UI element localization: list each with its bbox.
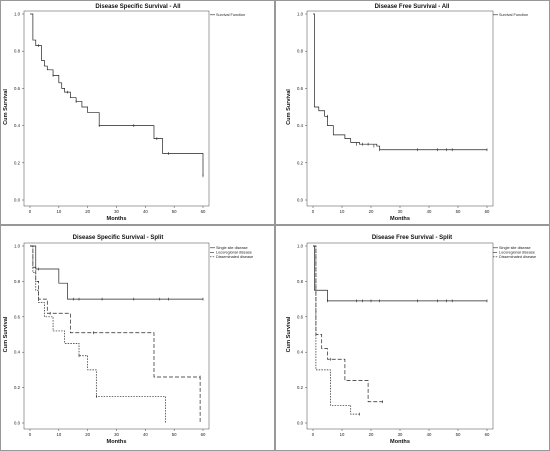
- x-tick-label: 30: [114, 432, 119, 437]
- survival-curve-3: [313, 245, 360, 415]
- chart-title: Disease Free Survival - All: [375, 4, 450, 10]
- x-tick-label: 10: [340, 432, 345, 437]
- x-tick-label: 40: [427, 209, 432, 214]
- x-axis-label: Months: [390, 439, 410, 445]
- x-axis-label: Months: [390, 216, 410, 222]
- legend-label: Single site disease: [499, 246, 531, 250]
- x-tick-label: 30: [114, 209, 119, 214]
- y-tick-label: 1.0: [14, 12, 21, 17]
- survival-curve-3: [30, 245, 166, 423]
- y-tick-label: 0.2: [14, 385, 21, 390]
- y-axis-label: Cum Survival: [286, 316, 292, 352]
- survival-curve-2: [313, 245, 383, 403]
- y-tick-label: 1.0: [14, 244, 21, 249]
- y-tick-label: 0.6: [297, 86, 304, 91]
- x-tick-label: 50: [172, 209, 177, 214]
- survival-curve-1: [30, 245, 203, 300]
- y-tick-label: 0.6: [14, 314, 21, 319]
- legend-label: Single site disease: [216, 246, 248, 250]
- y-axis-label: Cum Survival: [3, 89, 9, 125]
- chart-title: Disease Free Survival - Split: [372, 235, 452, 241]
- x-tick-label: 0: [29, 432, 32, 437]
- legend-label: Disseminated disease: [499, 255, 536, 259]
- legend-label: Survival Function: [499, 13, 528, 17]
- y-tick-label: 0.6: [14, 86, 21, 91]
- plot-area: [23, 242, 210, 430]
- y-tick-label: 0.8: [297, 49, 304, 54]
- x-tick-label: 0: [312, 209, 315, 214]
- chart-title: Disease Specific Survival - Split: [73, 235, 164, 241]
- x-tick-label: 50: [172, 432, 177, 437]
- plot-area: [306, 10, 494, 207]
- panel-frame: [275, 0, 550, 225]
- survival-curve-1: [313, 13, 487, 151]
- y-tick-label: 0.0: [14, 421, 21, 426]
- chart-panel-1: Disease Specific Survival - All 0.0 0.2 0.4…: [0, 0, 275, 225]
- x-tick-label: 20: [369, 432, 374, 437]
- y-tick-label: 1.0: [297, 12, 304, 17]
- survival-curve-1: [30, 13, 204, 176]
- x-tick-label: 0: [29, 209, 32, 214]
- x-tick-label: 20: [85, 432, 90, 437]
- x-tick-label: 10: [340, 209, 345, 214]
- x-tick-label: 10: [56, 209, 61, 214]
- x-tick-label: 60: [201, 432, 206, 437]
- x-tick-label: 60: [485, 209, 490, 214]
- chart-panel-4: Disease Free Survival - Split 0.0 0.2 0.4 0.…: [275, 225, 550, 451]
- x-tick-label: 40: [143, 209, 148, 214]
- y-tick-label: 0.2: [297, 160, 304, 165]
- plot-area: [306, 242, 494, 430]
- x-tick-label: 0: [312, 432, 315, 437]
- y-tick-label: 0.4: [297, 123, 304, 128]
- x-tick-label: 40: [143, 432, 148, 437]
- y-tick-label: 0.0: [14, 198, 21, 203]
- y-tick-label: 0.0: [297, 421, 304, 426]
- x-axis-label: Months: [107, 439, 127, 445]
- panel-frame: [0, 225, 275, 451]
- x-tick-label: 60: [485, 432, 490, 437]
- y-tick-label: 0.2: [297, 385, 304, 390]
- y-tick-label: 0.8: [297, 279, 304, 284]
- y-axis-label: Cum Survival: [286, 89, 292, 125]
- x-tick-label: 30: [398, 209, 403, 214]
- x-tick-label: 20: [85, 209, 90, 214]
- y-axis-label: Cum Survival: [3, 316, 9, 352]
- x-tick-label: 20: [369, 209, 374, 214]
- x-tick-label: 10: [56, 432, 61, 437]
- x-tick-label: 50: [456, 209, 461, 214]
- y-tick-label: 0.4: [14, 350, 21, 355]
- y-tick-label: 0.4: [297, 350, 304, 355]
- legend-label: Disseminated disease: [216, 255, 253, 259]
- chart-panel-2: Disease Free Survival - All 0.0 0.2 0.4 0.6 0…: [275, 0, 550, 225]
- x-axis-label: Months: [107, 216, 127, 222]
- y-tick-label: 0.0: [297, 198, 304, 203]
- legend-label: Locoregional disease: [216, 251, 252, 255]
- x-tick-label: 40: [427, 432, 432, 437]
- survival-curve-2: [30, 245, 201, 423]
- plot-area: [23, 10, 210, 207]
- y-tick-label: 0.8: [14, 279, 21, 284]
- panel-frame: [0, 0, 275, 225]
- legend-label: Locoregional disease: [499, 251, 535, 255]
- y-tick-label: 0.2: [14, 160, 21, 165]
- chart-panel-3: Disease Specific Survival - Split 0.0 0.2 0…: [0, 225, 275, 451]
- x-tick-label: 50: [456, 432, 461, 437]
- y-tick-label: 0.6: [297, 314, 304, 319]
- chart-title: Disease Specific Survival - All: [95, 4, 180, 10]
- survival-curve-1: [313, 245, 487, 302]
- x-tick-label: 30: [398, 432, 403, 437]
- panel-frame: [275, 225, 550, 451]
- y-tick-label: 0.4: [14, 123, 21, 128]
- y-tick-label: 1.0: [297, 244, 304, 249]
- legend-label: Survival Function: [216, 13, 245, 17]
- x-tick-label: 60: [201, 209, 206, 214]
- y-tick-label: 0.8: [14, 49, 21, 54]
